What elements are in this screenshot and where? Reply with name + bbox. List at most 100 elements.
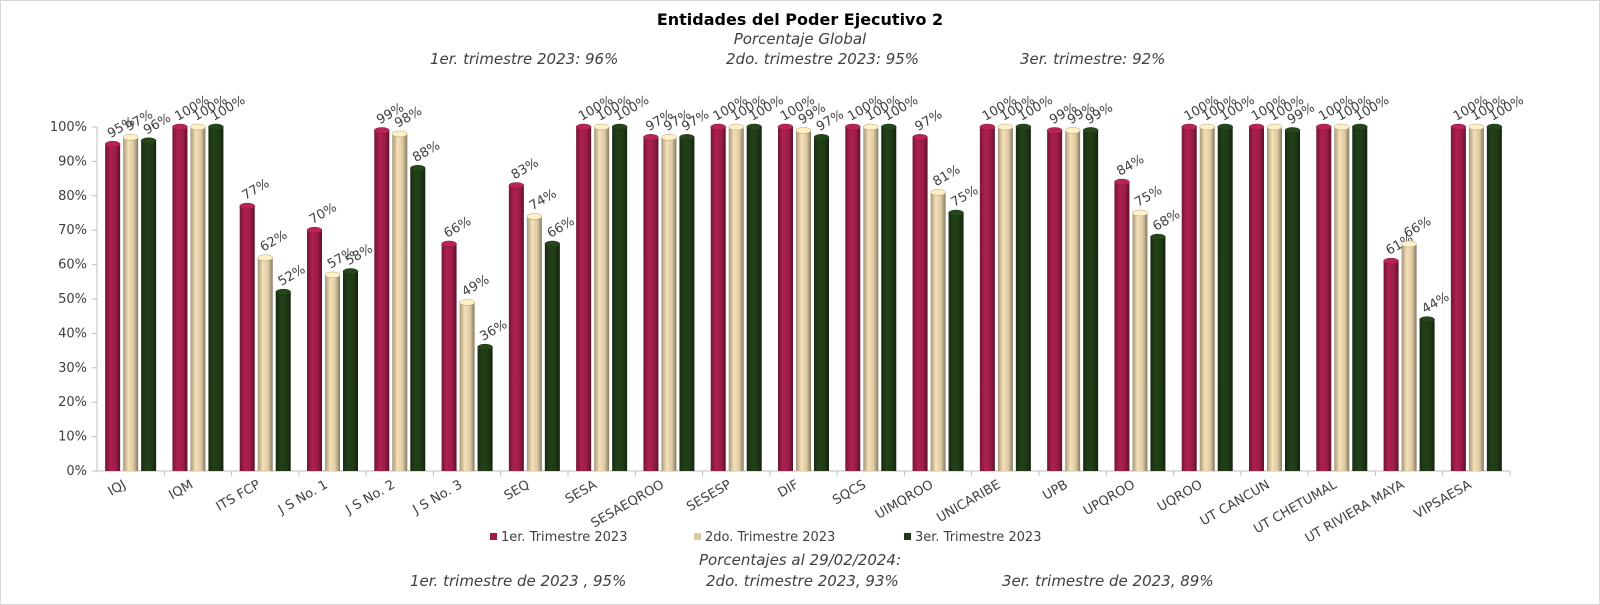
- bar: [746, 123, 762, 471]
- bar: [1419, 316, 1435, 471]
- bar-body: [141, 140, 157, 471]
- bar: [257, 254, 273, 471]
- bar-cap: [1468, 123, 1485, 131]
- x-tick-label: J S No. 1: [275, 477, 330, 518]
- bar: [1150, 233, 1166, 471]
- bar-body: [948, 213, 964, 471]
- y-tick-label: 0%: [66, 464, 87, 479]
- bar-cap: [1082, 127, 1099, 134]
- bar-cap: [1114, 178, 1130, 186]
- top-note-q3: 3er. trimestre: 92%: [1020, 50, 1166, 68]
- bar-cap: [324, 271, 341, 279]
- bar-cap: [1046, 127, 1063, 134]
- data-label: 44%: [1420, 290, 1453, 317]
- bar: [477, 343, 493, 471]
- legend-swatch-q3: [904, 533, 911, 540]
- bar: [611, 123, 628, 471]
- bar: [140, 137, 157, 471]
- data-label: 66%: [545, 214, 578, 241]
- bar-cap: [1316, 123, 1332, 131]
- bar: [1114, 178, 1130, 472]
- bar-cap: [1334, 123, 1350, 131]
- bar-cap: [1284, 127, 1301, 134]
- bar-body: [710, 127, 726, 471]
- x-tick-label: SQCS: [830, 477, 869, 508]
- bar-body: [477, 347, 493, 471]
- bar-cap: [508, 182, 525, 189]
- bar-body: [643, 137, 659, 471]
- bar: [1082, 127, 1099, 471]
- bar-body: [1249, 127, 1264, 471]
- bar-body: [1199, 127, 1215, 471]
- bar-cap: [306, 226, 323, 234]
- bar-body: [392, 133, 408, 471]
- bar-cap: [477, 343, 493, 351]
- x-tick-label: SESA: [563, 477, 600, 507]
- bar-body: [374, 130, 390, 471]
- bar-cap: [1383, 257, 1399, 265]
- bar: [1046, 127, 1063, 471]
- bar-cap: [410, 165, 426, 172]
- x-tick-label: IQM: [167, 477, 196, 503]
- x-tick-label: SESAEQROO: [589, 477, 667, 531]
- bar-body: [325, 274, 340, 471]
- bar: [342, 268, 359, 471]
- bar-body: [1383, 261, 1399, 471]
- bar-cap: [104, 140, 121, 148]
- y-tick-label: 10%: [58, 430, 87, 445]
- x-tick-label: UQROO: [1155, 477, 1205, 515]
- bar: [104, 140, 121, 471]
- data-label: 68%: [1150, 207, 1183, 234]
- bar-cap: [930, 189, 946, 196]
- bar-cap: [208, 123, 224, 131]
- bar: [979, 123, 996, 471]
- bottom-note-q1: 1er. trimestre de 2023 , 95%: [410, 572, 627, 590]
- bar: [930, 189, 946, 472]
- data-label: 75%: [1132, 183, 1165, 210]
- data-label: 88%: [410, 138, 443, 165]
- bar-body: [123, 137, 139, 471]
- bar: [122, 134, 139, 471]
- bar: [172, 123, 188, 471]
- bar: [1383, 257, 1399, 471]
- bar: [1266, 123, 1283, 471]
- bar-body: [661, 137, 677, 471]
- bar-cap: [881, 123, 897, 131]
- y-tick-label: 40%: [58, 326, 87, 341]
- bar: [593, 123, 610, 471]
- bar: [997, 123, 1014, 471]
- bar-body: [1181, 127, 1197, 471]
- bar: [1015, 123, 1032, 471]
- bar-cap: [1486, 123, 1503, 131]
- bar-body: [1316, 127, 1332, 471]
- bar-body: [728, 127, 744, 471]
- bar: [1334, 123, 1350, 471]
- legend-label-q2: 2do. Trimestre 2023: [705, 530, 836, 545]
- bar-body: [275, 292, 291, 471]
- bar-body: [190, 127, 206, 471]
- bar-body: [1486, 127, 1502, 471]
- bar-body: [1114, 182, 1130, 472]
- bar-body: [1047, 130, 1063, 471]
- bar-cap: [1401, 240, 1417, 248]
- y-tick-label: 80%: [58, 189, 87, 204]
- x-tick-label: SESESP: [684, 477, 734, 515]
- bar-cap: [190, 123, 206, 131]
- bar-body: [1285, 130, 1300, 471]
- chart-title: Entidades del Poder Ejecutivo 2: [656, 10, 944, 29]
- bottom-note-q3: 3er. trimestre de 2023, 89%: [1002, 572, 1214, 590]
- bar: [1352, 123, 1368, 471]
- x-tick-label: SEQ: [502, 477, 533, 503]
- bar-body: [612, 127, 628, 471]
- bar-body: [1450, 127, 1466, 471]
- bar-body: [1419, 319, 1435, 471]
- bar-cap: [710, 123, 726, 131]
- bar-cap: [777, 123, 794, 131]
- bar-cap: [1199, 123, 1215, 131]
- bar-body: [1468, 127, 1484, 471]
- bar-body: [459, 302, 475, 471]
- bar-cap: [257, 254, 273, 261]
- bar-body: [1132, 213, 1148, 471]
- bar-body: [544, 243, 560, 471]
- bar-body: [1217, 127, 1233, 471]
